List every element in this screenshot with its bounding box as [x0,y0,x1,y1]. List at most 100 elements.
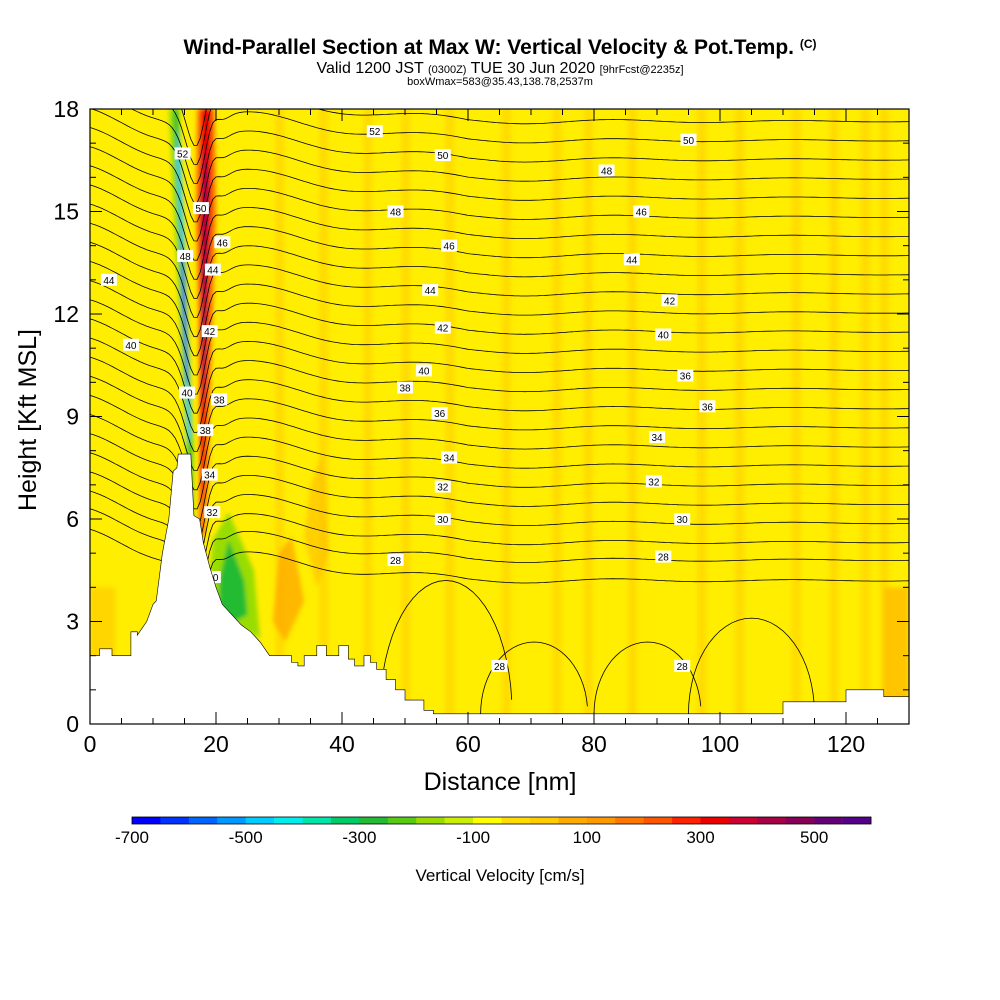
isentrope-28-closed [480,641,588,714]
contour-label: 42 [661,294,678,307]
colorbar-swatch [217,817,246,824]
colorbar-swatch [615,817,644,824]
isentrope-39 [90,318,909,414]
x-axis: 0 20 40 60 80 100 120 [84,109,910,757]
contour-label: 32 [645,475,662,488]
lee-downdraft-core [219,539,248,622]
colorbar-swatch [757,817,787,824]
contour-label-text: 46 [217,238,229,249]
colorbar-swatch [132,817,161,824]
y-tick-label: 15 [53,199,79,225]
contour-label: 40 [122,338,139,352]
chart-subtitle: Valid 1200 JST (0300Z) TUE 30 Jun 2020 [… [316,60,684,77]
x-tick-label: 0 [84,731,97,757]
colorbar-swatch [274,817,303,824]
plot-area: 52 52 50 50 48 48 50 46 46 46 48 44 44 44 44 42 42 42 40 40… [90,109,909,724]
contour-label: 50 [192,202,209,215]
contour-label: 40 [655,328,672,342]
contour-label: 44 [100,273,117,287]
colorbar-swatch [416,817,445,824]
colorbar-swatch [330,817,360,824]
velocity-streak [445,109,455,724]
contour-label-text: 44 [207,266,219,277]
contour-label: 30 [674,513,691,526]
y-tick-label: 12 [53,301,79,327]
contour-label-text: 40 [658,331,670,342]
y-tick-label: 3 [66,609,79,635]
isentrope-28-closed [379,580,513,714]
contour-label-text: 48 [390,208,402,219]
isentrope-45 [90,203,909,299]
contour-label: 46 [441,239,458,253]
contour-label-text: 28 [494,662,506,673]
contour-label: 34 [201,468,218,482]
contour-label: 48 [387,205,404,219]
isentrope-47 [90,165,909,261]
contour-label-text: 40 [125,341,137,352]
contour-label: 38 [197,424,214,437]
contour-label-text: 52 [177,149,189,160]
contour-label: 42 [434,321,451,335]
colorbar-tick-label: -500 [229,828,263,847]
contour-label-text: 32 [648,477,660,488]
velocity-streak [697,109,707,724]
contour-label-text: 50 [195,204,207,215]
isentrope-43 [90,241,909,338]
x-tick-label: 60 [455,731,481,757]
copyright-mark: (C) [799,37,817,51]
velocity-streak [735,109,744,724]
velocity-streak [628,109,637,724]
contour-label-text: 34 [204,471,216,482]
contour-label-text: 30 [437,515,449,526]
y-tick-label: 9 [66,404,79,430]
isentrope-48 [90,146,909,242]
isentrope-40 [90,299,909,395]
velocity-streak [880,109,889,724]
velocity-streak [552,109,562,724]
contour-label-text: 30 [677,515,689,526]
colorbar-swatch [359,817,389,824]
isentrope-49 [90,127,909,223]
contour-label-text: 38 [200,426,212,437]
x-tick-label: 120 [827,731,865,757]
isentrope-29 [90,508,909,604]
colorbar-tick-label: 300 [686,828,714,847]
contour-label-text: 34 [651,433,663,444]
chart-box-wmax: boxWmax=583@35.43,138.78,2537m [407,76,593,88]
isentrope-38 [90,337,909,433]
contour-label-text: 32 [437,483,449,494]
colorbar-tick-label: -100 [456,828,490,847]
contour-label-text: 28 [677,662,689,673]
isentrope-50 [90,109,909,204]
contour-label-text: 48 [601,167,613,178]
contour-label-text: 44 [626,255,638,266]
contour-label-text: 52 [369,127,381,138]
isentrope-28 [90,528,909,625]
contour-label: 46 [633,205,650,219]
contour-label: 28 [655,550,672,564]
contour-label-text: 36 [434,409,446,420]
isentrope-28-closed [593,641,702,714]
contour-label: 44 [422,284,439,297]
contour-label-text: 28 [390,556,402,567]
contour-label: 48 [177,249,194,263]
colorbar-swatch [785,817,815,824]
wave-updraft [304,450,330,588]
contour-label: 32 [204,506,221,519]
contour-label: 38 [211,393,228,406]
isentrope-32 [90,452,909,548]
velocity-streak [502,109,511,724]
isentrope-35 [90,395,909,491]
isentrope-lines [90,109,909,714]
x-tick-label: 20 [203,731,229,757]
y-tick-label: 6 [66,506,79,532]
isentrope-37 [90,356,909,452]
colorbar-label: Vertical Velocity [cm/s] [415,866,584,885]
contour-label: 34 [649,431,665,444]
contour-label: 52 [174,147,191,160]
contour-label: 28 [387,554,404,567]
velocity-streak [791,109,801,724]
colorbar-swatch [160,817,190,824]
contour-label: 40 [179,386,196,400]
contour-label-text: 46 [636,208,648,219]
